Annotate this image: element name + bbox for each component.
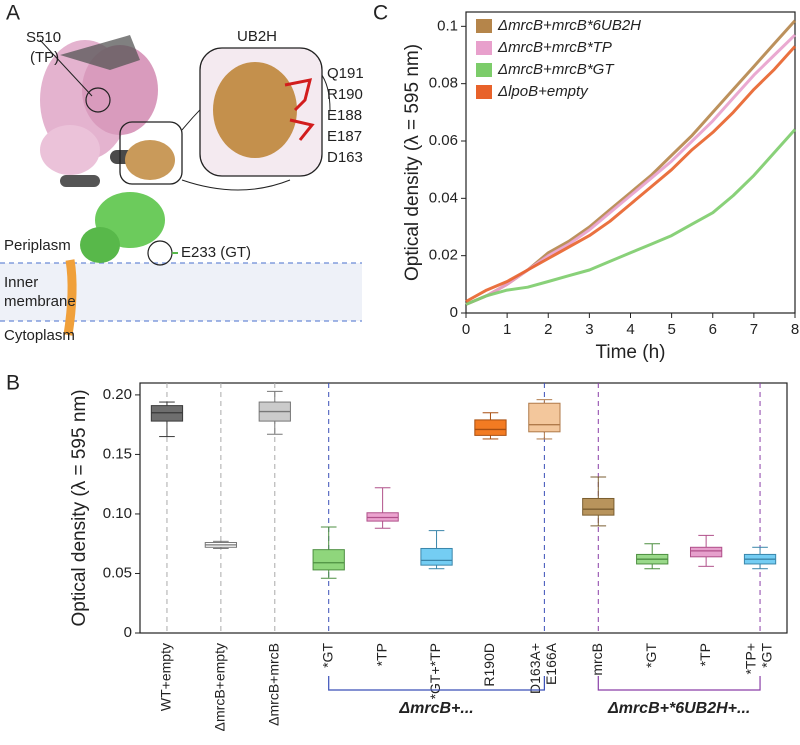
pointer bbox=[39, 39, 93, 97]
gt-domain bbox=[80, 227, 120, 263]
x-tick-label: WT+empty bbox=[158, 643, 174, 711]
x-axis-label: Time (h) bbox=[595, 342, 665, 363]
x-tick-label: E166A bbox=[543, 642, 559, 685]
residues bbox=[284, 78, 313, 112]
legend-swatch bbox=[476, 19, 492, 33]
box bbox=[689, 546, 723, 558]
region-label: membrane bbox=[4, 293, 76, 310]
region-label: Periplasm bbox=[4, 237, 71, 254]
y-tick-label: 0 bbox=[124, 624, 132, 641]
structure-art bbox=[0, 35, 362, 336]
ub2h-domain bbox=[125, 140, 175, 180]
residue-label: Q191 bbox=[327, 65, 364, 82]
box bbox=[420, 547, 453, 566]
x-tick-label: 1 bbox=[503, 321, 511, 338]
site-label: S510 bbox=[26, 29, 61, 46]
y-tick-label: 0.20 bbox=[103, 386, 132, 403]
box bbox=[582, 497, 615, 516]
group-bracket bbox=[597, 676, 761, 691]
x-tick-label: *GT+*TP bbox=[427, 643, 443, 699]
x-tick-label: ΔmrcB+mrcB bbox=[265, 643, 281, 726]
x-tick-label: 7 bbox=[750, 321, 758, 338]
residue-label: E187 bbox=[327, 128, 362, 145]
x-tick-label: 2 bbox=[544, 321, 552, 338]
x-tick-label: 3 bbox=[585, 321, 593, 338]
region-label: Cytoplasm bbox=[4, 327, 75, 344]
helix bbox=[60, 175, 100, 187]
ub2h-sheet bbox=[213, 62, 297, 158]
x-tick-label: D163A+ bbox=[527, 643, 543, 694]
y-tick-label: 0.15 bbox=[103, 445, 132, 462]
panel-label: B bbox=[6, 372, 20, 395]
tp-domain bbox=[82, 45, 158, 135]
series-line bbox=[465, 45, 797, 303]
box bbox=[474, 419, 507, 436]
panel-label: A bbox=[6, 2, 20, 25]
x-tick-label: 8 bbox=[791, 321, 799, 338]
y-tick-label: 0.05 bbox=[103, 564, 132, 581]
box bbox=[312, 549, 345, 571]
residue-label: D163 bbox=[327, 149, 363, 166]
zoom-box bbox=[119, 121, 183, 185]
x-tick-label: 0 bbox=[462, 321, 470, 338]
y-axis-label: Optical density (λ = 595 nm) bbox=[69, 389, 90, 626]
y-tick-label: 0.08 bbox=[429, 75, 458, 92]
plot-frame bbox=[465, 11, 796, 314]
x-tick-label: *TP bbox=[373, 643, 389, 666]
x-tick-label: *TP bbox=[697, 643, 713, 666]
tm-helix bbox=[63, 259, 77, 336]
plot-frame bbox=[139, 382, 788, 634]
legend-label: ΔlpoB+empty bbox=[497, 83, 589, 100]
x-tick-label: *TP+ bbox=[743, 643, 759, 675]
tp-domain bbox=[40, 125, 100, 175]
site-label: (TP) bbox=[30, 49, 59, 66]
box bbox=[528, 402, 561, 433]
site-circle bbox=[147, 240, 173, 266]
helix bbox=[60, 35, 140, 70]
zoom-link bbox=[181, 179, 291, 191]
x-tick-label: R190D bbox=[481, 643, 497, 687]
domain-label: UB2H bbox=[237, 28, 277, 45]
group-label: ΔmrcB+*6UB2H+... bbox=[607, 700, 750, 717]
legend-swatch bbox=[476, 85, 492, 99]
residue-label: E188 bbox=[327, 107, 362, 124]
group-bracket bbox=[328, 676, 545, 691]
y-tick-label: 0.1 bbox=[437, 17, 458, 34]
x-tick-label: ΔmrcB+empty bbox=[212, 643, 228, 731]
group-label: ΔmrcB+... bbox=[398, 700, 473, 717]
legend-label: ΔmrcB+mrcB*GT bbox=[497, 61, 615, 78]
panel-label: C bbox=[373, 2, 388, 25]
legend-label: ΔmrcB+mrcB*TP bbox=[497, 39, 612, 56]
x-tick-label: mrcB bbox=[589, 643, 605, 676]
residue-label: R190 bbox=[327, 86, 363, 103]
y-tick-label: 0 bbox=[450, 304, 458, 321]
x-tick-label: *GT bbox=[643, 643, 659, 668]
x-tick-label: 5 bbox=[667, 321, 675, 338]
region-label: Inner bbox=[4, 274, 38, 291]
y-tick-label: 0.02 bbox=[429, 247, 458, 264]
y-tick-label: 0.10 bbox=[103, 505, 132, 522]
y-axis-label: Optical density (λ = 595 nm) bbox=[402, 44, 423, 281]
residues bbox=[289, 118, 315, 141]
membrane-band bbox=[0, 263, 362, 321]
y-tick-label: 0.04 bbox=[429, 189, 458, 206]
site-label: E233 (GT) bbox=[181, 244, 251, 261]
legend-swatch bbox=[476, 41, 492, 55]
legend-swatch bbox=[476, 63, 492, 77]
site-circle bbox=[85, 87, 111, 113]
x-tick-label: *GT bbox=[319, 643, 335, 668]
x-tick-label: *GT bbox=[759, 643, 775, 668]
x-tick-label: 4 bbox=[626, 321, 634, 338]
y-tick-label: 0.06 bbox=[429, 132, 458, 149]
legend-label: ΔmrcB+mrcB*6UB2H bbox=[497, 17, 641, 34]
x-tick-label: 6 bbox=[709, 321, 717, 338]
series-line bbox=[465, 128, 797, 306]
